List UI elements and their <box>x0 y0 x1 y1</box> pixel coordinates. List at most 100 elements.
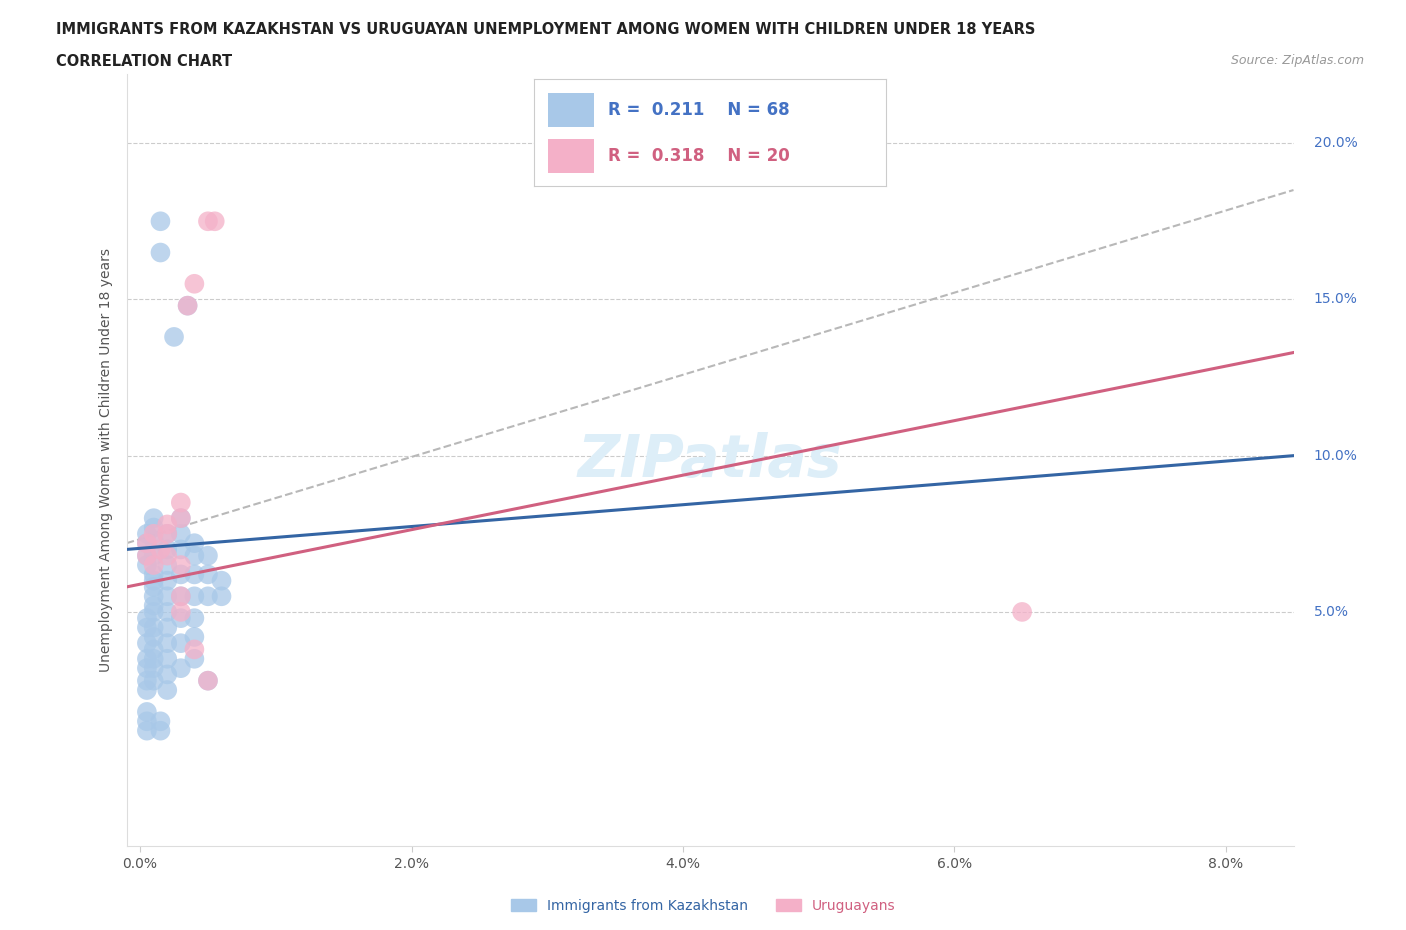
Point <box>211 589 233 604</box>
Point <box>197 548 219 563</box>
Point <box>176 299 198 313</box>
Point <box>156 517 179 532</box>
Point <box>183 651 205 666</box>
Point <box>142 548 165 563</box>
Point <box>211 573 233 588</box>
Point <box>135 620 157 635</box>
Point <box>156 589 179 604</box>
Point <box>142 526 165 541</box>
Point <box>170 526 193 541</box>
Point <box>197 214 219 229</box>
Point <box>142 573 165 588</box>
Point <box>183 611 205 626</box>
Point <box>142 630 165 644</box>
Y-axis label: Unemployment Among Women with Children Under 18 years: Unemployment Among Women with Children U… <box>98 248 112 672</box>
Point <box>156 558 179 573</box>
Text: CORRELATION CHART: CORRELATION CHART <box>56 54 232 69</box>
Point <box>142 558 165 573</box>
Point <box>135 536 157 551</box>
Point <box>142 511 165 525</box>
Point <box>156 573 179 588</box>
Point <box>163 329 186 344</box>
Point <box>135 548 157 563</box>
Point <box>156 604 179 619</box>
Point <box>156 620 179 635</box>
Point <box>170 567 193 582</box>
Point <box>142 533 165 548</box>
Point <box>197 589 219 604</box>
Point <box>135 636 157 651</box>
Point <box>183 276 205 291</box>
Point <box>156 636 179 651</box>
Point <box>135 558 157 573</box>
Bar <box>548 93 593 127</box>
Point <box>156 683 179 698</box>
Point <box>156 542 179 557</box>
Text: R =  0.211    N = 68: R = 0.211 N = 68 <box>609 101 790 119</box>
Point <box>156 667 179 682</box>
Point <box>170 636 193 651</box>
Point <box>183 567 205 582</box>
Point <box>142 651 165 666</box>
Point <box>156 526 179 541</box>
Point <box>149 724 172 738</box>
Point <box>170 589 193 604</box>
Point <box>142 620 165 635</box>
Text: ZIPatlas: ZIPatlas <box>578 432 842 489</box>
Point <box>183 536 205 551</box>
Point <box>142 673 165 688</box>
Point <box>149 542 172 557</box>
Point <box>142 589 165 604</box>
Point <box>156 548 179 563</box>
Point <box>135 611 157 626</box>
Point <box>149 214 172 229</box>
Text: 10.0%: 10.0% <box>1313 448 1358 462</box>
Point <box>135 705 157 720</box>
Point <box>135 548 157 563</box>
Point <box>170 542 193 557</box>
Point <box>170 495 193 510</box>
Point <box>156 526 179 541</box>
Point <box>183 589 205 604</box>
Point <box>170 511 193 525</box>
Point <box>135 536 157 551</box>
Point <box>170 558 193 573</box>
Point <box>142 598 165 613</box>
Point <box>142 604 165 619</box>
Point <box>142 660 165 675</box>
Point <box>142 579 165 594</box>
Point <box>1011 604 1033 619</box>
Point <box>170 511 193 525</box>
Text: R =  0.318    N = 20: R = 0.318 N = 20 <box>609 147 790 165</box>
Point <box>170 660 193 675</box>
Point <box>149 714 172 729</box>
Point <box>170 604 193 619</box>
Point <box>197 673 219 688</box>
Point <box>135 660 157 675</box>
Point <box>142 520 165 535</box>
Text: 15.0%: 15.0% <box>1313 292 1358 306</box>
Legend: Immigrants from Kazakhstan, Uruguayans: Immigrants from Kazakhstan, Uruguayans <box>505 894 901 919</box>
Point <box>135 724 157 738</box>
Point <box>170 611 193 626</box>
Point <box>135 526 157 541</box>
Point <box>204 214 226 229</box>
Point <box>135 683 157 698</box>
Point <box>170 589 193 604</box>
Point <box>135 651 157 666</box>
Bar <box>548 139 593 173</box>
Text: Source: ZipAtlas.com: Source: ZipAtlas.com <box>1230 54 1364 67</box>
Point <box>135 673 157 688</box>
Point <box>135 714 157 729</box>
Point <box>183 642 205 657</box>
Point <box>149 246 172 260</box>
Text: 5.0%: 5.0% <box>1313 604 1348 619</box>
Point <box>183 548 205 563</box>
Point <box>176 299 198 313</box>
Text: IMMIGRANTS FROM KAZAKHSTAN VS URUGUAYAN UNEMPLOYMENT AMONG WOMEN WITH CHILDREN U: IMMIGRANTS FROM KAZAKHSTAN VS URUGUAYAN … <box>56 22 1036 37</box>
Text: 20.0%: 20.0% <box>1313 136 1358 150</box>
Point <box>156 651 179 666</box>
Point <box>197 567 219 582</box>
Point <box>183 630 205 644</box>
Point <box>197 673 219 688</box>
